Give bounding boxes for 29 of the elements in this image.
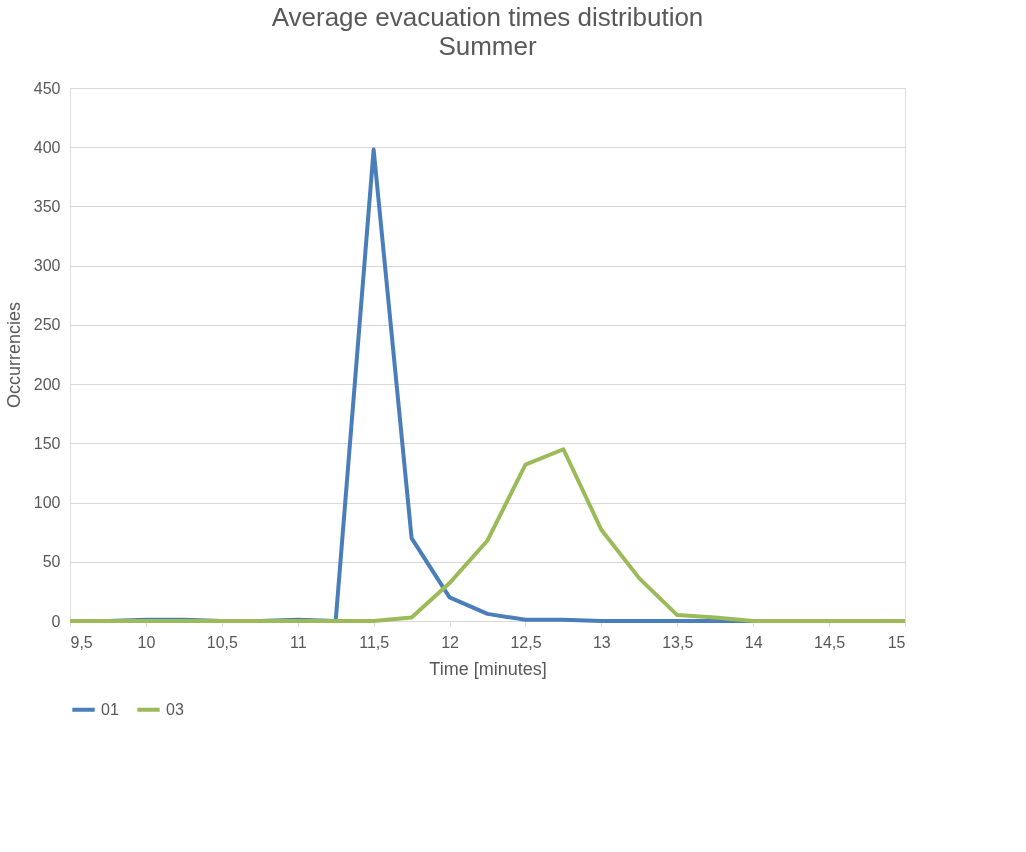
y-tick-label: 200 xyxy=(33,375,61,393)
x-tick-label: 11 xyxy=(289,633,307,651)
x-tick-label: 9,5 xyxy=(70,633,93,651)
x-tick-label: 10 xyxy=(137,633,156,651)
x-tick-label: 11,5 xyxy=(359,633,390,651)
y-tick-label: 250 xyxy=(33,316,61,334)
x-tick-label: 12 xyxy=(441,633,460,651)
legend-label: 01 xyxy=(101,700,119,718)
y-tick-label: 300 xyxy=(33,257,61,275)
y-tick-label: 150 xyxy=(33,434,61,452)
y-tick-label: 100 xyxy=(33,494,61,512)
x-tick-label: 13 xyxy=(592,633,611,651)
y-tick-label: 0 xyxy=(51,612,61,630)
y-tick-label: 50 xyxy=(42,553,61,571)
legend-label: 03 xyxy=(166,700,184,718)
x-tick-label: 13,5 xyxy=(662,633,694,651)
y-tick-label: 350 xyxy=(33,197,61,215)
x-tick-label: 15 xyxy=(887,633,906,651)
y-axis-title: Occurrencies xyxy=(3,301,24,409)
x-tick-label: 10,5 xyxy=(206,633,238,651)
x-tick-label: 14 xyxy=(744,633,763,651)
y-tick-label: 450 xyxy=(33,79,61,97)
x-tick-label: 14,5 xyxy=(814,633,846,651)
chart-subtitle: Summer xyxy=(438,31,537,61)
x-tick-label: 12,5 xyxy=(510,633,542,651)
y-tick-label: 400 xyxy=(33,138,61,156)
chart-title: Average evacuation times distribution xyxy=(271,2,704,32)
x-axis-title: Time [minutes] xyxy=(429,658,547,679)
line-series xyxy=(68,447,907,623)
